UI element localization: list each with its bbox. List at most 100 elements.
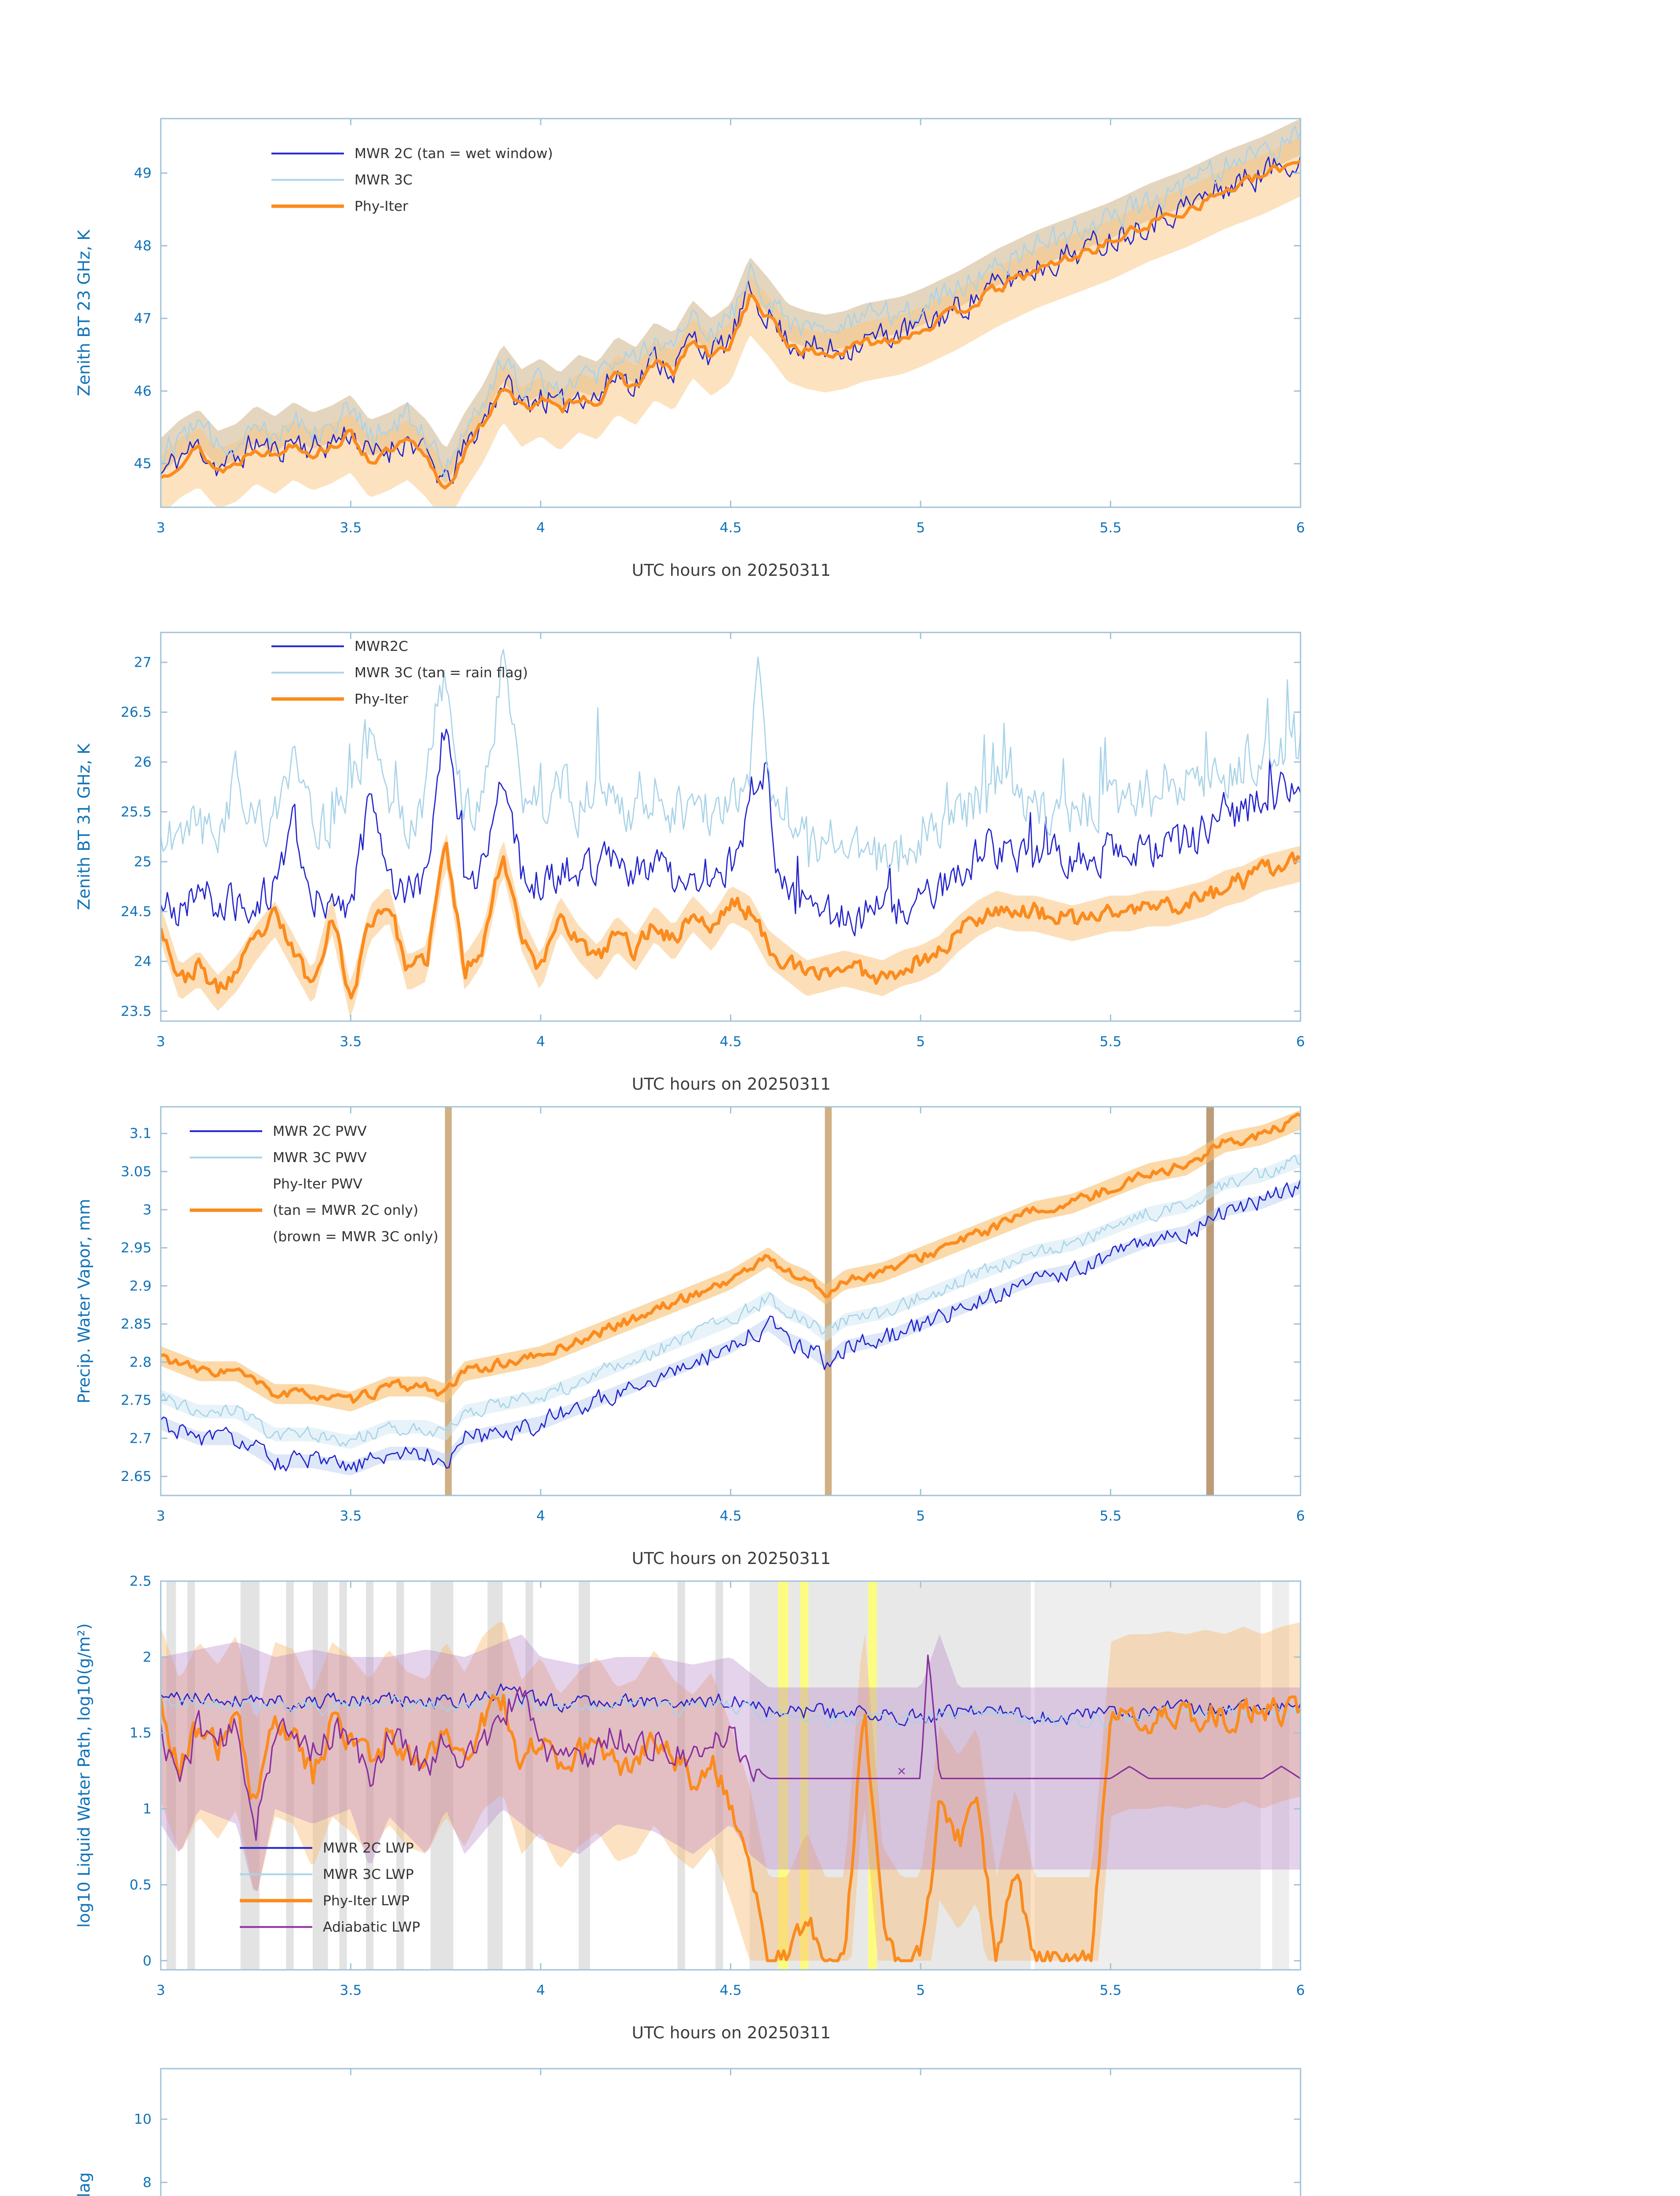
x-tick-label: 6 <box>1296 1034 1305 1050</box>
y-tick-label: 26 <box>134 755 152 770</box>
uncertainty-band <box>161 833 1301 1018</box>
y-tick-label: 0 <box>143 1953 152 1969</box>
y-axis-label-dqflag: MWR Phy Iter DQ Flag <box>74 2069 94 2196</box>
legend-entry-label: Phy-Iter <box>354 691 408 707</box>
legend-entry-label: Adiabatic LWP <box>323 1919 420 1935</box>
y-tick-label: 2.5 <box>130 1574 152 1589</box>
y-tick-label: 47 <box>134 311 152 326</box>
flag-band <box>778 1581 788 1970</box>
flag-band <box>868 1581 877 1970</box>
y-tick-label: 23.5 <box>121 1004 152 1019</box>
y-tick-label: 24 <box>134 954 152 969</box>
chart-zenith-bt-23: 3 3.5 4 4.5 5 5.5 6 45 46 47 48 49 MWR 2C (tan = wet… <box>134 118 1305 536</box>
y-tick-label: 1 <box>143 1801 152 1817</box>
x-tick-label: 5.5 <box>1099 1034 1121 1050</box>
x-tick-label: 3 <box>156 520 165 536</box>
x-tick-label: 4 <box>536 520 545 536</box>
x-tick-label: 4.5 <box>719 1034 741 1050</box>
legend-entry-label: Phy-Iter LWP <box>323 1893 409 1909</box>
y-axis-label-bt23: Zenith BT 23 GHz, K <box>74 230 94 396</box>
y-tick-label: 48 <box>134 238 152 254</box>
flag-band <box>396 1581 404 1970</box>
x-tick-label: 5 <box>916 1508 925 1524</box>
y-tick-label: 3.1 <box>130 1126 152 1141</box>
x-tick-label: 5.5 <box>1099 1508 1121 1524</box>
mwr-2c-pwv-line <box>161 1178 1301 1473</box>
y-tick-label: 2.7 <box>130 1430 152 1446</box>
phy-iter-pwv-line <box>161 1112 1301 1404</box>
x-axis-label-bt23: UTC hours on 20250311 <box>632 560 831 580</box>
legend-entry-label: (tan = MWR 2C only) <box>273 1203 419 1218</box>
x-tick-label: 4.5 <box>719 520 741 536</box>
x-tick-label: 3 <box>156 1983 165 1998</box>
legend: MWR 2C LWP MWR 3C LWP Phy-Iter LWP Adiabati… <box>240 1840 420 1935</box>
x-axis-label-pwv: UTC hours on 20250311 <box>632 1548 831 1568</box>
x-tick-label: 6 <box>1296 1983 1305 1998</box>
x-tick-label: 3 <box>156 1508 165 1524</box>
chart-zenith-bt-31: 3 3.5 4 4.5 5 5.5 6 23.5 24 24.5 25 25.5 26 26.5 27 MWR… <box>121 632 1305 1050</box>
y-axis-label-lwp: log10 Liquid Water Path, log10(g/m²) <box>74 1623 94 1928</box>
y-tick-label: 25.5 <box>121 804 152 820</box>
plot-area: × <box>161 1581 1301 1970</box>
legend-entry-label: MWR 3C PWV <box>273 1150 367 1166</box>
legend-entry-label: MWR 2C LWP <box>323 1840 414 1856</box>
y-axis-label-pwv: Precip. Water Vapor, mm <box>74 1199 94 1404</box>
axes-box <box>160 632 1301 1022</box>
plot-area <box>161 119 1301 507</box>
y-tick-label: 45 <box>134 456 152 472</box>
x-axis-label-lwp: UTC hours on 20250311 <box>632 2023 831 2042</box>
x-tick-label: 4.5 <box>719 1508 741 1524</box>
legend-entry-label: MWR 3C (tan = rain flag) <box>354 665 528 681</box>
x-tick-label: 3.5 <box>340 520 361 536</box>
data-marker: × <box>896 1764 907 1778</box>
x-tick-label: 5.5 <box>1099 1983 1121 1998</box>
legend: MWR 2C PWV MWR 3C PWV Phy-Iter PWV (tan = M… <box>190 1123 438 1245</box>
mwr2c-line <box>161 729 1301 936</box>
x-tick-label: 4 <box>536 1034 545 1050</box>
flag-band <box>800 1581 809 1970</box>
x-tick-label: 5.5 <box>1099 520 1121 536</box>
y-tick-label: 2.95 <box>121 1240 152 1256</box>
legend-entry-label: MWR 3C <box>354 172 412 188</box>
x-tick-label: 3.5 <box>340 1508 361 1524</box>
flag-band <box>430 1581 454 1970</box>
flag-band <box>677 1581 685 1970</box>
y-tick-label: 46 <box>134 383 152 399</box>
legend: MWR2C MWR 3C (tan = rain flag) Phy-Iter <box>271 639 528 707</box>
phy-iter-lwp-line <box>161 1694 1301 1962</box>
x-tick-label: 5 <box>916 1983 925 1998</box>
y-tick-label: 24.5 <box>121 904 152 920</box>
x-tick-label: 5 <box>916 520 925 536</box>
y-tick-label: 49 <box>134 166 152 181</box>
flag-band <box>187 1581 195 1970</box>
legend-entry-label: MWR 2C (tan = wet window) <box>354 146 553 162</box>
legend-entry-label: Phy-Iter <box>354 199 408 214</box>
flag-band <box>339 1581 347 1970</box>
y-tick-label: 10 <box>134 2112 152 2127</box>
flag-band <box>166 1581 176 1970</box>
y-tick-label: 25 <box>134 854 152 870</box>
mwr-3c-line <box>161 125 1301 479</box>
x-tick-label: 4.5 <box>719 1983 741 1998</box>
y-tick-label: 1.5 <box>130 1725 152 1741</box>
flag-band <box>286 1581 294 1970</box>
y-tick-label: 2 <box>143 1649 152 1665</box>
mwr-3c-pwv-line <box>161 1155 1301 1447</box>
legend: MWR 2C (tan = wet window) MWR 3C Phy-Iter <box>271 146 553 214</box>
x-axis-label-bt31: UTC hours on 20250311 <box>632 1074 831 1094</box>
axes-box <box>160 2068 1301 2196</box>
x-tick-label: 3.5 <box>340 1034 361 1050</box>
adiabatic-lwp-line <box>161 1654 1301 1841</box>
x-tick-label: 6 <box>1296 1508 1305 1524</box>
flag-band <box>1034 1581 1290 1970</box>
y-tick-label: 2.9 <box>130 1278 152 1294</box>
mwr-3c-line <box>161 649 1301 872</box>
y-tick-label: 2.85 <box>121 1316 152 1332</box>
flag-band <box>366 1581 374 1970</box>
flag-band <box>525 1581 533 1970</box>
y-tick-label: 2.75 <box>121 1393 152 1409</box>
legend-entry-label: MWR 2C PWV <box>273 1123 367 1139</box>
y-axis-label-bt31: Zenith BT 31 GHz, K <box>74 744 94 910</box>
